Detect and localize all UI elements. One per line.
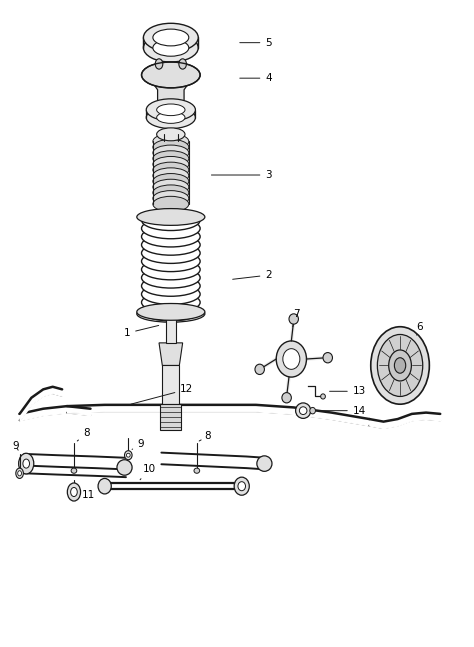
Text: 8: 8 xyxy=(199,432,210,441)
Text: 3: 3 xyxy=(211,170,272,180)
Ellipse shape xyxy=(238,481,246,490)
Ellipse shape xyxy=(137,305,205,322)
Ellipse shape xyxy=(144,23,198,52)
Ellipse shape xyxy=(289,314,299,324)
Ellipse shape xyxy=(117,460,132,475)
Text: 12: 12 xyxy=(131,384,193,404)
Ellipse shape xyxy=(137,208,205,225)
Ellipse shape xyxy=(156,128,185,141)
Ellipse shape xyxy=(142,267,200,288)
Ellipse shape xyxy=(18,471,21,476)
Text: 4: 4 xyxy=(240,73,272,83)
Ellipse shape xyxy=(153,145,189,160)
Ellipse shape xyxy=(142,276,200,296)
Ellipse shape xyxy=(142,292,200,313)
Ellipse shape xyxy=(153,191,189,206)
Ellipse shape xyxy=(142,218,200,239)
Ellipse shape xyxy=(156,112,185,124)
Ellipse shape xyxy=(142,210,200,230)
Ellipse shape xyxy=(153,139,189,155)
Text: 5: 5 xyxy=(240,38,272,48)
Ellipse shape xyxy=(153,151,189,166)
Ellipse shape xyxy=(71,487,77,496)
Ellipse shape xyxy=(144,34,198,62)
Text: 9: 9 xyxy=(12,441,19,451)
Text: 2: 2 xyxy=(233,270,272,280)
Ellipse shape xyxy=(142,62,200,88)
Text: 14: 14 xyxy=(320,406,366,415)
Ellipse shape xyxy=(389,350,411,381)
Ellipse shape xyxy=(255,364,264,375)
Ellipse shape xyxy=(155,59,163,69)
Ellipse shape xyxy=(394,358,406,373)
Ellipse shape xyxy=(142,226,200,247)
Ellipse shape xyxy=(142,300,200,321)
Ellipse shape xyxy=(153,162,189,178)
Text: 1: 1 xyxy=(124,325,159,338)
Ellipse shape xyxy=(320,394,325,399)
Ellipse shape xyxy=(296,403,311,419)
Bar xyxy=(160,404,181,430)
Ellipse shape xyxy=(142,243,200,263)
Bar xyxy=(166,318,175,343)
Text: 13: 13 xyxy=(329,386,366,397)
Ellipse shape xyxy=(153,39,189,56)
Text: 7: 7 xyxy=(293,309,300,327)
Ellipse shape xyxy=(153,185,189,201)
Ellipse shape xyxy=(153,29,189,46)
Ellipse shape xyxy=(153,179,189,195)
Ellipse shape xyxy=(179,59,186,69)
Ellipse shape xyxy=(234,477,249,495)
Ellipse shape xyxy=(323,353,332,363)
Ellipse shape xyxy=(257,456,272,472)
Text: 8: 8 xyxy=(77,428,90,441)
Ellipse shape xyxy=(146,107,195,129)
Ellipse shape xyxy=(377,334,423,397)
Ellipse shape xyxy=(142,259,200,280)
Ellipse shape xyxy=(142,251,200,272)
Ellipse shape xyxy=(142,284,200,305)
Ellipse shape xyxy=(153,134,189,149)
Ellipse shape xyxy=(23,459,29,468)
Ellipse shape xyxy=(300,407,307,415)
Ellipse shape xyxy=(153,196,189,212)
Ellipse shape xyxy=(371,327,429,404)
Ellipse shape xyxy=(67,483,81,501)
Ellipse shape xyxy=(71,468,77,474)
Text: 6: 6 xyxy=(417,322,423,335)
Ellipse shape xyxy=(153,168,189,183)
Bar xyxy=(162,366,179,404)
Ellipse shape xyxy=(153,157,189,172)
Text: 10: 10 xyxy=(140,464,155,479)
Ellipse shape xyxy=(310,408,316,414)
Ellipse shape xyxy=(146,99,195,121)
Ellipse shape xyxy=(18,454,34,474)
Ellipse shape xyxy=(16,468,23,478)
Ellipse shape xyxy=(125,451,132,460)
Ellipse shape xyxy=(137,303,205,320)
Ellipse shape xyxy=(194,468,200,474)
Ellipse shape xyxy=(127,454,130,457)
Ellipse shape xyxy=(283,349,300,369)
Ellipse shape xyxy=(156,204,185,216)
Ellipse shape xyxy=(98,478,111,494)
Text: 11: 11 xyxy=(82,490,95,499)
Ellipse shape xyxy=(153,173,189,189)
Text: 9: 9 xyxy=(132,439,145,450)
Polygon shape xyxy=(147,75,194,101)
Ellipse shape xyxy=(276,341,307,377)
Ellipse shape xyxy=(156,104,185,116)
Ellipse shape xyxy=(282,393,292,403)
Polygon shape xyxy=(159,343,182,366)
Ellipse shape xyxy=(142,234,200,255)
